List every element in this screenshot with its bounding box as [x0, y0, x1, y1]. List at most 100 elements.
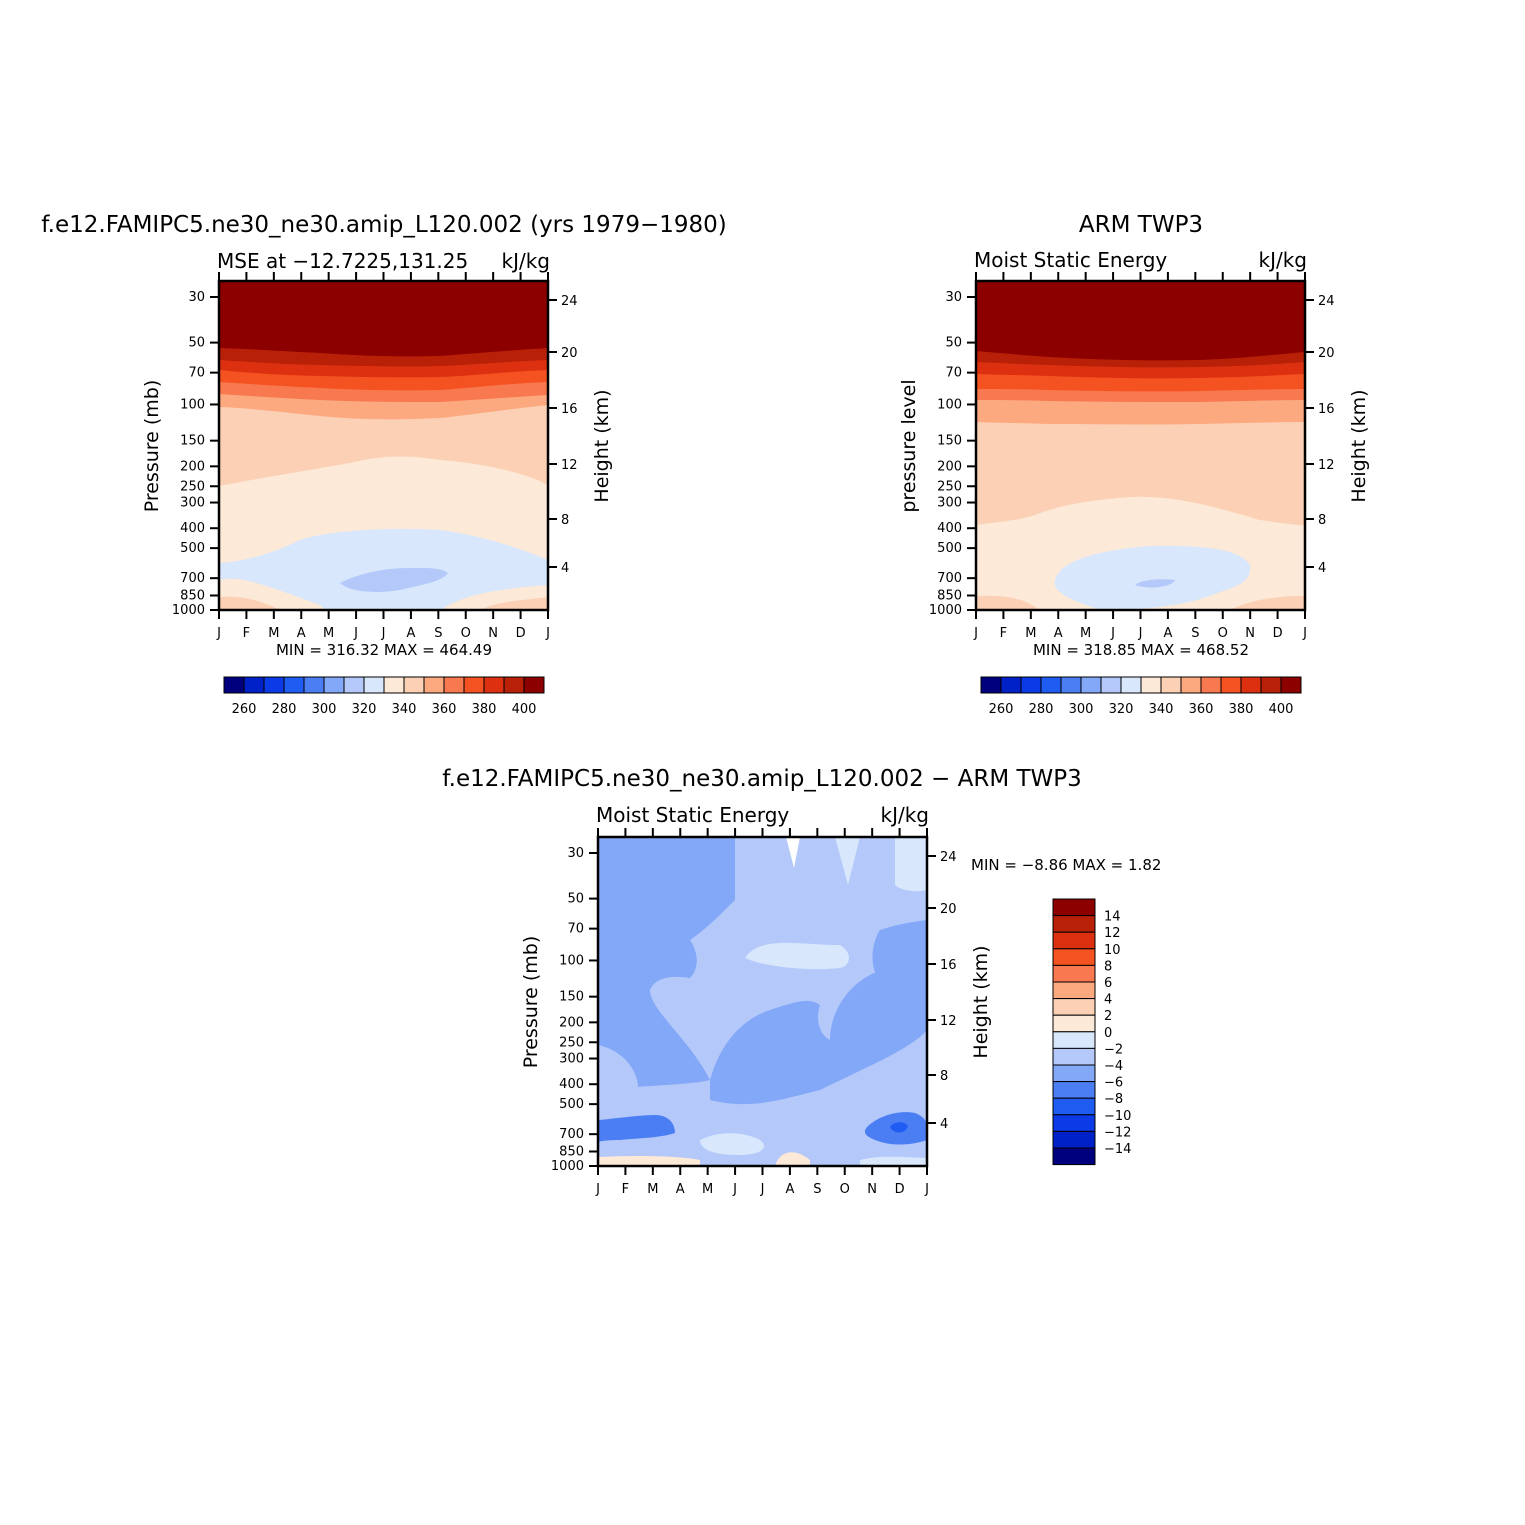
left-colorbar-box: [263, 676, 285, 694]
left-y2tick-label: 8: [561, 513, 569, 528]
diff-y2tick-label: 20: [940, 902, 957, 917]
right-xtick-label: J: [1302, 626, 1307, 641]
left-colorbar-box: [283, 676, 305, 694]
left-colorbar-box: [363, 676, 385, 694]
left-colorbar-label: 360: [432, 702, 457, 717]
left-ytick-label: 400: [180, 521, 205, 536]
right-y2tick-label: 8: [1318, 513, 1326, 528]
diff-colorbar-label: −8: [1104, 1092, 1123, 1107]
diff-ytick-label: 100: [559, 953, 584, 968]
panel-left: f.e12.FAMIPC5.ne30_ne30.amip_L120.002 (y…: [41, 212, 727, 717]
left-xtick-label: J: [216, 626, 221, 641]
diff-ytick-label: 1000: [551, 1159, 584, 1174]
diff-xtick-label: J: [924, 1182, 929, 1197]
left-xtick-label: S: [434, 626, 442, 641]
left-y2tick-label: 4: [561, 561, 569, 576]
right-xtick-label: J: [1110, 626, 1115, 641]
diff-y2tick-label: 12: [940, 1014, 957, 1029]
right-y2tick-label: 16: [1318, 402, 1335, 417]
diff-band-m2-ur: [835, 837, 927, 892]
right-minmax: MIN = 318.85 MAX = 468.52: [1033, 641, 1249, 659]
right-colorbar-label: 260: [989, 702, 1014, 717]
diff-colorbar-box: [1052, 981, 1096, 1000]
left-colorbar-box: [483, 676, 505, 694]
right-colorbar-box: [1260, 676, 1282, 694]
left-ytick-label: 700: [180, 571, 205, 586]
diff-colorbar-box: [1052, 1047, 1096, 1066]
left-band-340-sfc2: [480, 597, 548, 610]
right-band-340-sfc: [976, 595, 1040, 610]
right-colorbar-box: [1220, 676, 1242, 694]
right-contours: [976, 281, 1305, 610]
diff-xtick-label: J: [595, 1182, 600, 1197]
right-xtick-label: A: [1054, 626, 1063, 641]
left-xtick-label: J: [545, 626, 550, 641]
right-xtick-label: J: [1138, 626, 1143, 641]
right-colorbar-box: [1160, 676, 1182, 694]
right-ytick-label: 1000: [929, 603, 962, 618]
diff-xtick-label: A: [785, 1182, 794, 1197]
diff-colorbar-box: [1052, 948, 1096, 966]
diff-ytick-label: 700: [559, 1127, 584, 1142]
diff-ytick-label: 250: [559, 1035, 584, 1050]
left-band-320: [219, 528, 548, 610]
left-ytick-label: 30: [188, 290, 205, 305]
left-colorbar-label: 380: [472, 702, 497, 717]
diff-colorbar-label: −6: [1104, 1076, 1123, 1091]
left-colorbar-box: [523, 676, 545, 694]
right-xtick-label: O: [1218, 626, 1228, 641]
diff-xtick-label: M: [647, 1182, 658, 1197]
left-colorbar: 260 280 300 320 340 360 380 400: [223, 676, 545, 717]
left-right-string: kJ/kg: [502, 249, 551, 273]
left-ytick-label: 150: [180, 434, 205, 449]
left-colorbar-box: [223, 676, 245, 694]
right-colorbar-box: [1140, 676, 1162, 694]
diff-colorbar-box: [1052, 998, 1096, 1016]
left-colorbar-box: [503, 676, 525, 694]
left-ytick-label: 100: [180, 397, 205, 412]
right-colorbar-box: [1100, 676, 1122, 694]
diff-band-m4-right: [898, 1050, 927, 1093]
diff-ytick-label: 70: [567, 922, 584, 937]
right-ytick-label: 100: [937, 397, 962, 412]
left-xtick-label: J: [353, 626, 358, 641]
diff-colorbar-box: [1052, 1064, 1096, 1083]
left-colorbar-box: [463, 676, 485, 694]
diff-band-m2-ur2: [835, 837, 860, 885]
left-xtick-label: M: [323, 626, 334, 641]
left-ytick-label: 250: [180, 479, 205, 494]
left-colorbar-box: [383, 676, 405, 694]
right-colorbar-label: 320: [1109, 702, 1134, 717]
right-colorbar-label: 380: [1229, 702, 1254, 717]
right-colorbar-box: [1020, 676, 1042, 694]
diff-y2tick-label: 4: [940, 1117, 948, 1132]
left-xtick-label: A: [406, 626, 415, 641]
diff-xtick-label: M: [702, 1182, 713, 1197]
left-contours: [219, 281, 548, 610]
right-right-string: kJ/kg: [1259, 248, 1308, 272]
right-ytick-label: 250: [937, 479, 962, 494]
diff-xtick-label: A: [676, 1182, 685, 1197]
diff-ytick-label: 500: [559, 1097, 584, 1112]
diff-band-p0-sfc1: [598, 1156, 700, 1166]
diff-ytick-label: 150: [559, 990, 584, 1005]
diff-colorbar-box: [1052, 1097, 1096, 1116]
left-colorbar-label: 340: [392, 702, 417, 717]
diff-ytick-label: 300: [559, 1052, 584, 1067]
diff-colorbar-box: [1052, 1031, 1096, 1049]
right-colorbar-box: [1240, 676, 1262, 694]
right-xtick-label: S: [1191, 626, 1199, 641]
diff-title: f.e12.FAMIPC5.ne30_ne30.amip_L120.002 − …: [442, 766, 1082, 792]
diff-band-m6-c: [710, 960, 927, 1105]
left-title: f.e12.FAMIPC5.ne30_ne30.amip_L120.002 (y…: [41, 212, 727, 238]
diff-ytick-label: 850: [559, 1144, 584, 1159]
right-ylabel: pressure level: [898, 379, 920, 512]
diff-y2tick-label: 8: [940, 1069, 948, 1084]
diff-ytick-label: 50: [567, 892, 584, 907]
diff-y2tick-label: 24: [940, 850, 957, 865]
right-colorbar-box: [1280, 676, 1302, 694]
left-band-340-sfc: [219, 596, 280, 610]
diff-contours: [598, 837, 927, 1166]
left-y2tick-label: 12: [561, 458, 578, 473]
right-xtick-label: J: [973, 626, 978, 641]
